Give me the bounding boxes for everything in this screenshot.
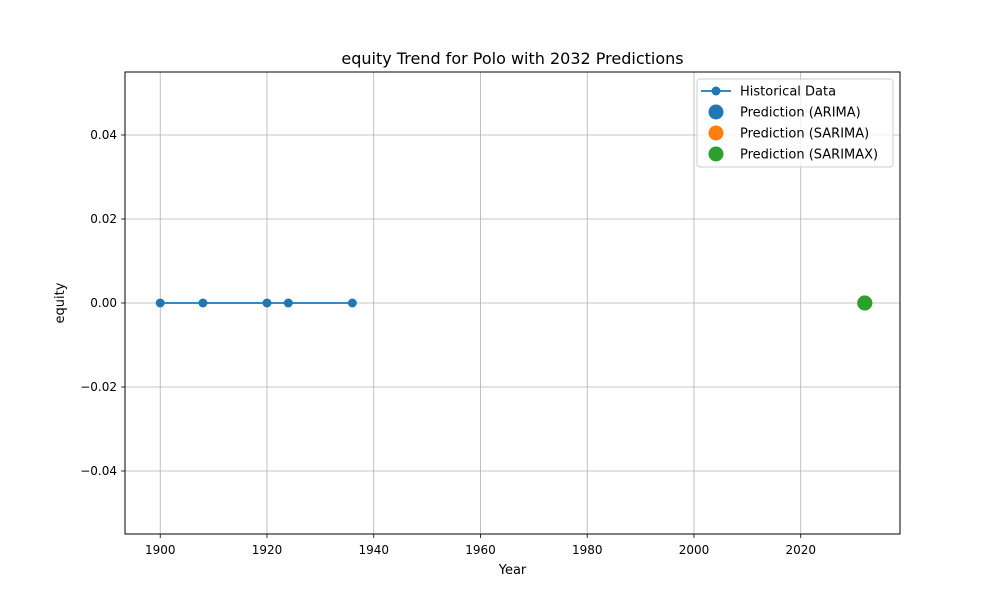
prediction-point [857, 295, 873, 311]
legend-marker-swatch [708, 104, 724, 120]
chart-title: equity Trend for Polo with 2032 Predicti… [341, 49, 683, 68]
legend: Historical Data Prediction (ARIMA) Predict… [696, 78, 894, 168]
y-tick-label: 0.02 [90, 212, 117, 226]
x-axis-label: Year [498, 563, 527, 578]
x-tick-label: 1920 [252, 543, 283, 557]
historical-data-point [283, 298, 293, 308]
x-tick-label: 1980 [572, 543, 603, 557]
historical-data-point [198, 298, 208, 308]
historical-data-point [262, 298, 272, 308]
historical-data-point [155, 298, 165, 308]
legend-box [696, 78, 894, 168]
legend-marker-swatch [711, 86, 721, 96]
legend-label: Prediction (SARIMAX) [740, 148, 878, 163]
y-axis-label: equity [53, 282, 68, 323]
legend-marker-swatch [708, 125, 724, 141]
y-tick-label: −0.04 [80, 464, 117, 478]
legend-label: Prediction (SARIMA) [740, 127, 869, 142]
x-tick-label: 2020 [785, 543, 816, 557]
y-tick-label: 0.00 [90, 296, 117, 310]
legend-label: Prediction (ARIMA) [740, 106, 861, 121]
historical-data-point [347, 298, 357, 308]
x-tick-label: 1940 [358, 543, 389, 557]
data-marks [155, 295, 873, 311]
legend-marker-swatch [708, 146, 724, 162]
grid [125, 72, 900, 534]
x-tick-label: 2000 [679, 543, 710, 557]
x-tick-label: 1900 [145, 543, 176, 557]
legend-label: Historical Data [740, 85, 836, 100]
x-axis: 1900 1920 1940 1960 1980 2000 2020 [145, 534, 816, 557]
y-axis: 0.04 0.02 0.00 −0.02 −0.04 [80, 128, 125, 478]
y-tick-label: 0.04 [90, 128, 117, 142]
y-tick-label: −0.02 [80, 380, 117, 394]
x-tick-label: 1960 [465, 543, 496, 557]
